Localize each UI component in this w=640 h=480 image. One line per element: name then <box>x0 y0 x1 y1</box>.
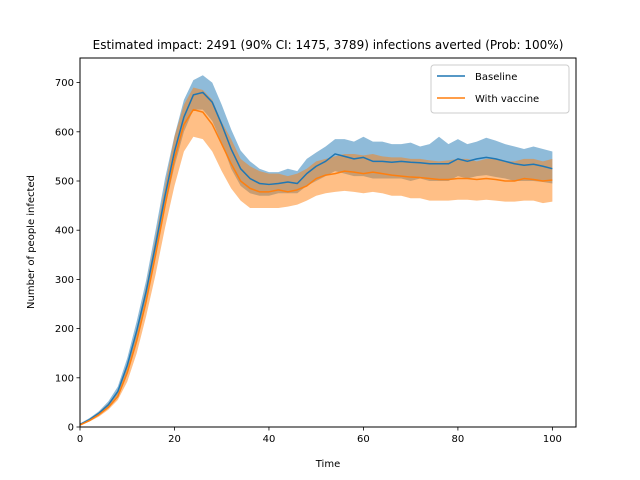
x-tick-label: 80 <box>452 434 465 445</box>
legend: Baseline With vaccine <box>430 64 570 114</box>
line-with-vaccine <box>79 108 553 426</box>
chart-title: Estimated impact: 2491 (90% CI: 1475, 37… <box>93 38 564 52</box>
x-axis-ticks: 0 20 40 60 80 100 <box>77 427 562 445</box>
legend-box <box>430 64 570 114</box>
legend-label-with-vaccine: With vaccine <box>475 94 539 105</box>
x-tick-label: 60 <box>357 434 370 445</box>
y-axis-ticks: 0 100 200 300 400 500 600 700 <box>55 78 80 434</box>
y-tick-label: 200 <box>55 324 74 335</box>
y-tick-label: 0 <box>68 423 74 434</box>
x-axis-label: Time <box>315 459 340 470</box>
y-tick-label: 500 <box>55 177 74 188</box>
y-tick-label: 600 <box>55 127 74 138</box>
line-baseline <box>79 91 553 426</box>
axes-frame <box>79 57 577 428</box>
x-tick-label: 100 <box>543 434 562 445</box>
x-tick-label: 20 <box>168 434 181 445</box>
x-tick-label: 0 <box>77 434 83 445</box>
x-tick-label: 40 <box>263 434 276 445</box>
y-tick-label: 100 <box>55 373 74 384</box>
legend-label-baseline: Baseline <box>475 72 517 83</box>
y-tick-label: 300 <box>55 275 74 286</box>
confidence-bands <box>80 75 553 426</box>
band-with-vaccine <box>80 87 553 426</box>
y-tick-label: 400 <box>55 226 74 237</box>
y-axis-label: Number of people infected <box>26 175 37 309</box>
y-tick-label: 700 <box>55 78 74 89</box>
series-lines <box>79 91 553 426</box>
